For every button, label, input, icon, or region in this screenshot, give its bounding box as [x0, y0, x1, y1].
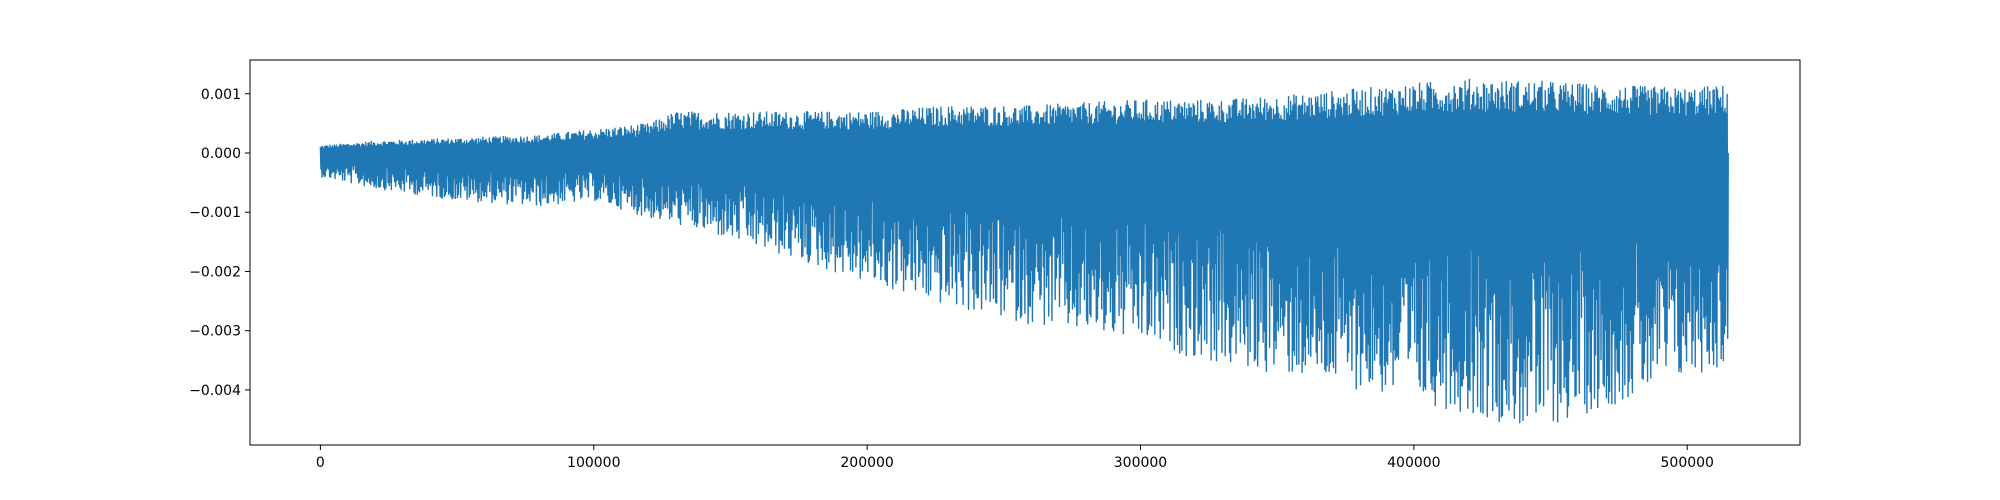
plot-area-frame	[249, 59, 1801, 446]
x-tick-label: 300000	[1114, 455, 1167, 471]
y-tick-label: −0.004	[189, 383, 241, 399]
y-tick-label: −0.001	[189, 205, 241, 221]
y-tick-label: 0.000	[201, 146, 241, 162]
x-axis: 0 100000 200000 300000 400000 500000	[316, 445, 1714, 471]
y-tick-label: −0.002	[189, 264, 241, 280]
x-tick-label: 200000	[840, 455, 893, 471]
series-layer	[319, 78, 1729, 424]
y-tick-label: 0.001	[201, 87, 241, 103]
series-line	[319, 78, 1729, 424]
x-tick-label: 100000	[567, 455, 620, 471]
y-tick-label: −0.003	[189, 324, 241, 340]
x-tick-label: 0	[316, 455, 325, 471]
x-tick-label: 400000	[1387, 455, 1440, 471]
y-axis: 0.001 0.000 −0.001 −0.002 −0.003 −0.004	[189, 87, 250, 399]
x-tick-label: 500000	[1661, 455, 1714, 471]
